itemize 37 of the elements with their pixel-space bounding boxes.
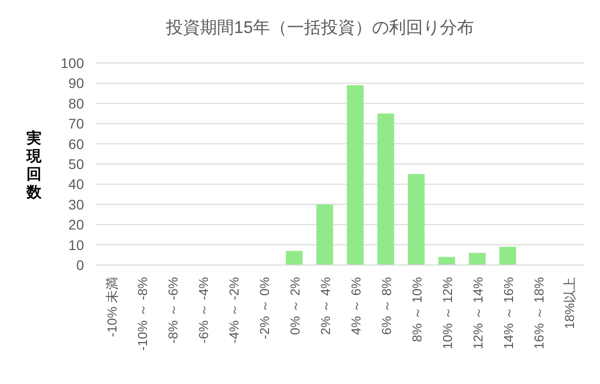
y-tick-label: 0 [76, 257, 84, 273]
chart-title: 投資期間15年（一括投資）の利回り分布 [165, 18, 474, 37]
y-tick-label: 10 [68, 236, 84, 253]
x-tick-label: 14% ～ 16% [500, 276, 516, 350]
y-tick-label: 50 [68, 156, 84, 172]
x-tick-label: 4% ～ 6% [348, 276, 364, 335]
y-tick-label: 70 [68, 116, 84, 132]
x-tick-label: 12% ～ 14% [470, 276, 486, 350]
x-tick-label: -10% ～ -8% [134, 276, 150, 351]
bar [468, 252, 486, 265]
y-axis-title: 実現回数 [26, 129, 42, 201]
x-tick-label: -4% ～ -2% [226, 276, 242, 344]
x-tick-label: 16% ～ 18% [531, 276, 546, 350]
x-tick-label: -6% ～ -4% [196, 276, 211, 344]
y-tick-label: 100 [60, 55, 84, 71]
x-tick-label: 2% ～ 4% [318, 276, 333, 335]
x-tick-label: 0% ～ 2% [287, 276, 302, 335]
bar [438, 256, 456, 265]
y-tick-label: 30 [68, 196, 84, 212]
x-tick-label: -10% 未満 [104, 277, 120, 337]
y-tick-label: 90 [68, 75, 84, 92]
x-tick-label: -2% ～ 0% [256, 276, 272, 340]
x-tick-label: 18%以上 [562, 277, 577, 330]
y-tick-label: 60 [68, 136, 84, 152]
x-tick-label: 6% ～ 8% [378, 276, 394, 335]
bar [377, 114, 394, 265]
x-tick-label: 8% ～ 10% [409, 276, 424, 342]
bar [286, 250, 303, 265]
y-tick-label: 40 [68, 176, 84, 192]
bar [346, 85, 364, 265]
y-tick-label: 80 [68, 95, 84, 112]
bar [408, 174, 425, 265]
x-tick-label: 10% ～ 12% [440, 276, 455, 350]
x-tick-label: -8% ～ -6% [165, 276, 180, 344]
bar [499, 246, 516, 265]
y-tick-label: 20 [68, 216, 84, 233]
bar [316, 204, 334, 265]
